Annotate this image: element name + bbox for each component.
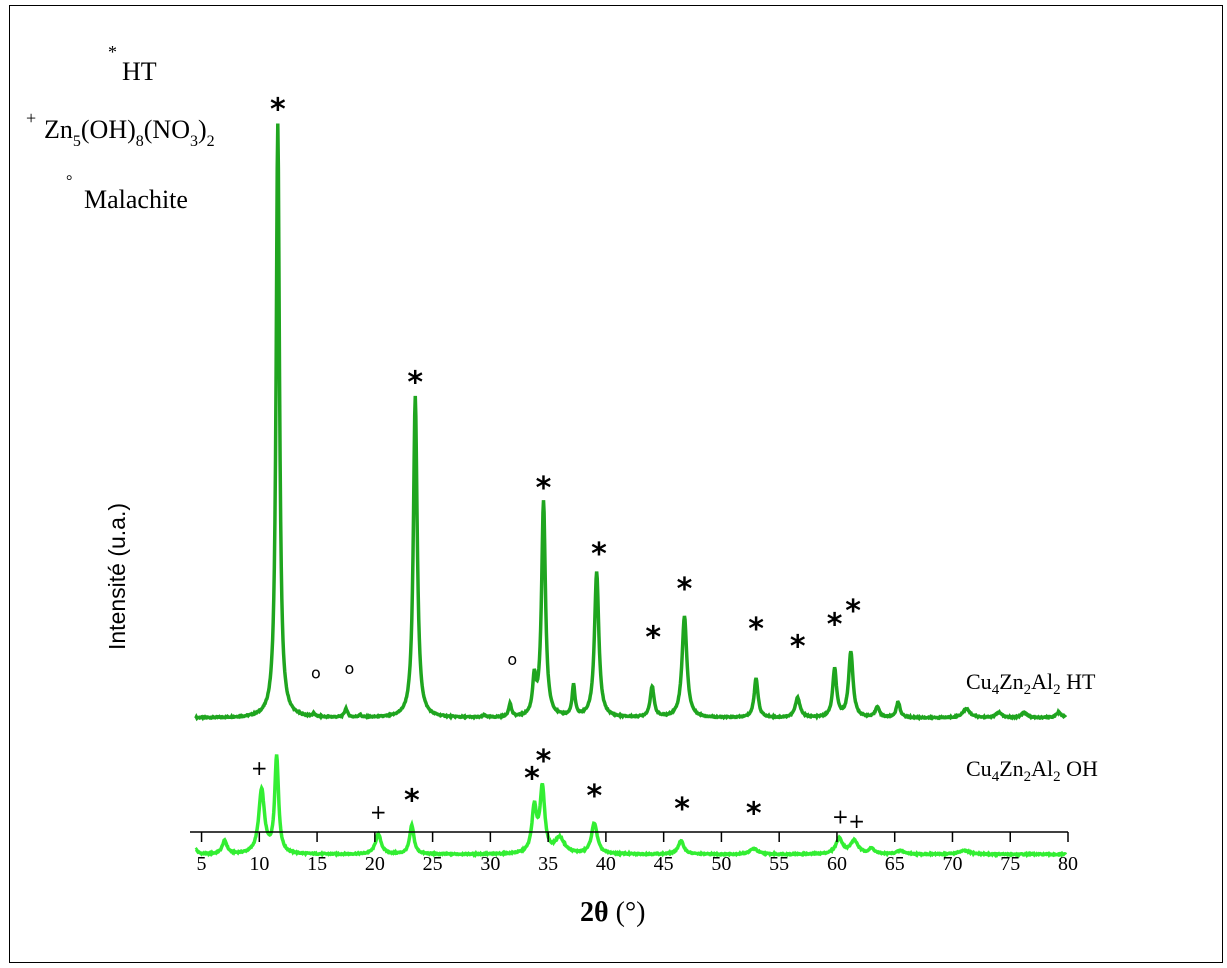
x-tick-label: 60 xyxy=(827,853,847,875)
peak-marker-ht: * xyxy=(591,537,607,572)
peak-annotations: *o o*o******* *++ **** * * + + xyxy=(251,93,865,833)
legend-symbol-ht: * xyxy=(108,42,117,62)
peak-marker-zn-nitrate: + xyxy=(370,800,387,824)
x-tick-label: 5 xyxy=(197,853,207,875)
legend-label-ht: HT xyxy=(122,57,157,86)
x-tick-label: 35 xyxy=(538,853,558,875)
series-line-oh xyxy=(194,754,1068,859)
x-tick-label: 70 xyxy=(942,853,962,875)
peak-marker-ht: * xyxy=(790,629,806,664)
x-tick-label: 75 xyxy=(1000,853,1020,875)
x-axis-ticks: 5 10 15 20 25 30 35 40 45 50 55 60 65 70 75 80 xyxy=(197,832,1078,875)
x-tick-label: 10 xyxy=(249,853,269,875)
peak-marker-ht: * xyxy=(746,797,762,832)
peak-marker-malachite: o xyxy=(345,659,355,678)
peak-marker-ht: * xyxy=(407,365,423,400)
peak-marker-ht: * xyxy=(748,612,764,647)
legend-label-zn: Zn5(OH)8(NO3)2 xyxy=(44,115,215,150)
x-axis-label: 2θ (°) xyxy=(580,897,645,928)
peak-marker-ht: * xyxy=(827,607,843,642)
y-axis-label: Intensité (u.a.) xyxy=(104,503,130,650)
x-tick-label: 30 xyxy=(480,853,500,875)
x-tick-label: 65 xyxy=(885,853,905,875)
series-line-ht xyxy=(194,123,1068,722)
x-tick-label: 20 xyxy=(365,853,385,875)
peak-marker-malachite: o xyxy=(507,650,517,669)
peak-marker-ht: * xyxy=(674,792,690,827)
peak-marker-ht: * xyxy=(270,93,286,128)
peak-marker-ht: * xyxy=(404,783,420,818)
legend: * HT + Zn5(OH)8(NO3)2 ° Malachite xyxy=(26,42,215,214)
series-label-ht: Cu4Zn2Al2 HT xyxy=(966,669,1096,698)
legend-symbol-malachite: ° xyxy=(66,173,72,190)
x-tick-label: 25 xyxy=(423,853,443,875)
x-tick-label: 45 xyxy=(654,853,674,875)
x-tick-label: 15 xyxy=(307,853,327,875)
peak-marker-zn-nitrate: + xyxy=(251,756,268,780)
peak-marker-ht: * xyxy=(536,471,552,506)
peak-marker-ht: * xyxy=(845,594,861,629)
x-tick-label: 80 xyxy=(1058,853,1078,875)
peak-marker-ht: * xyxy=(677,572,693,607)
peak-marker-zn-nitrate: + xyxy=(832,805,849,829)
x-tick-label: 50 xyxy=(711,853,731,875)
x-tick-label: 40 xyxy=(596,853,616,875)
peak-marker-malachite: o xyxy=(311,663,321,682)
peak-marker-ht: * xyxy=(524,761,540,796)
peak-marker-ht: * xyxy=(536,744,552,779)
legend-label-malachite: Malachite xyxy=(84,185,188,214)
peak-marker-zn-nitrate: + xyxy=(848,809,865,833)
figure-frame xyxy=(9,5,1223,963)
peak-marker-ht: * xyxy=(645,621,661,656)
peak-marker-ht: * xyxy=(586,779,602,814)
legend-symbol-zn: + xyxy=(26,108,36,128)
x-tick-label: 55 xyxy=(769,853,789,875)
series-label-oh: Cu4Zn2Al2 OH xyxy=(966,756,1098,785)
